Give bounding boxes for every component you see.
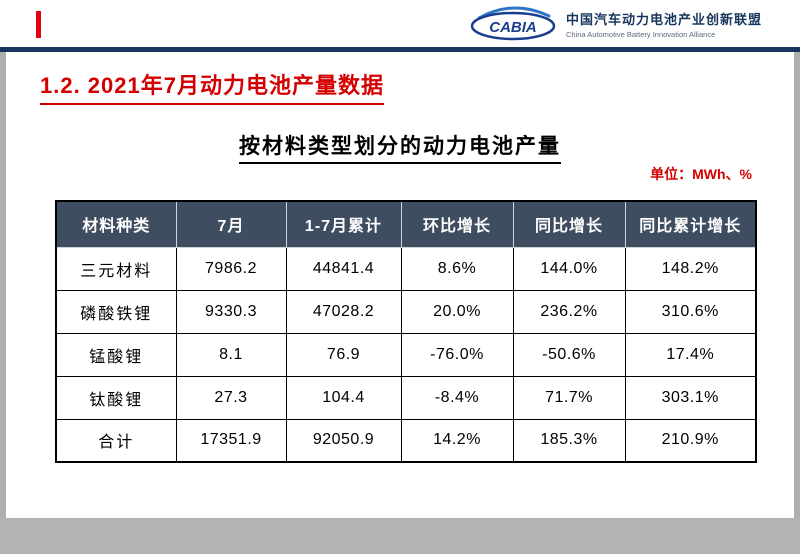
org-name-cn: 中国汽车动力电池产业创新联盟 bbox=[565, 12, 762, 27]
cell-value: 9330.3 bbox=[175, 289, 287, 334]
cell-value: 185.3% bbox=[512, 418, 626, 463]
subtitle-row: 按材料类型划分的动力电池产量 bbox=[6, 130, 794, 164]
cell-material: 钛酸锂 bbox=[55, 375, 177, 420]
cell-value: 20.0% bbox=[400, 289, 514, 334]
table-title: 按材料类型划分的动力电池产量 bbox=[239, 130, 561, 164]
cell-value: 44841.4 bbox=[285, 246, 402, 291]
table-row-total: 合计 17351.9 92050.9 14.2% 185.3% 210.9% bbox=[55, 418, 757, 463]
cell-value: 17.4% bbox=[624, 332, 757, 377]
svg-text:CABIA: CABIA bbox=[489, 19, 537, 36]
cell-value: 92050.9 bbox=[285, 418, 402, 463]
cell-value: -8.4% bbox=[400, 375, 514, 420]
navy-divider bbox=[0, 47, 800, 52]
cell-value: -76.0% bbox=[400, 332, 514, 377]
cell-value: 17351.9 bbox=[175, 418, 287, 463]
page-title: 1.2. 2021年7月动力电池产量数据 bbox=[40, 68, 384, 105]
cabia-logo-icon: CABIA bbox=[469, 3, 557, 46]
org-names: 中国汽车动力电池产业创新联盟 China Automotive Battery … bbox=[566, 9, 762, 39]
table-row: 磷酸铁锂 9330.3 47028.2 20.0% 236.2% 310.6% bbox=[55, 289, 757, 334]
cell-value: 144.0% bbox=[512, 246, 626, 291]
unit-label: 单位：MWh、% bbox=[650, 166, 752, 182]
top-bar: CABIA 中国汽车动力电池产业创新联盟 China Automotive Ba… bbox=[0, 0, 800, 47]
col-header-mom-growth: 环比增长 bbox=[400, 200, 514, 248]
red-accent-bar bbox=[36, 11, 41, 38]
cabia-logo-block: CABIA 中国汽车动力电池产业创新联盟 China Automotive Ba… bbox=[469, 5, 762, 43]
cell-value: 148.2% bbox=[624, 246, 757, 291]
cell-value: 210.9% bbox=[624, 418, 757, 463]
production-table: 材料种类 7月 1-7月累计 环比增长 同比增长 同比累计增长 三元材料 798… bbox=[55, 200, 757, 463]
slide-content: 1.2. 2021年7月动力电池产量数据 按材料类型划分的动力电池产量 单位：M… bbox=[6, 52, 794, 518]
cell-material: 合计 bbox=[55, 418, 177, 463]
table-row: 钛酸锂 27.3 104.4 -8.4% 71.7% 303.1% bbox=[55, 375, 757, 420]
unit-row: 单位：MWh、% bbox=[650, 164, 752, 184]
org-name-en: China Automotive Battery Innovation Alli… bbox=[565, 30, 716, 39]
cell-value: 303.1% bbox=[624, 375, 757, 420]
cell-value: -50.6% bbox=[512, 332, 626, 377]
cell-value: 236.2% bbox=[512, 289, 626, 334]
cell-material: 三元材料 bbox=[55, 246, 177, 291]
cell-value: 104.4 bbox=[285, 375, 402, 420]
col-header-yoy-growth: 同比增长 bbox=[512, 200, 626, 248]
cell-material: 锰酸锂 bbox=[55, 332, 177, 377]
bottom-gray-band bbox=[0, 518, 800, 554]
col-header-material: 材料种类 bbox=[55, 200, 177, 248]
cell-value: 47028.2 bbox=[285, 289, 402, 334]
cell-value: 14.2% bbox=[400, 418, 514, 463]
col-header-july: 7月 bbox=[175, 200, 287, 248]
col-header-cumulative: 1-7月累计 bbox=[285, 200, 402, 248]
cell-value: 310.6% bbox=[624, 289, 757, 334]
col-header-yoy-cum-growth: 同比累计增长 bbox=[624, 200, 757, 248]
cell-material: 磷酸铁锂 bbox=[55, 289, 177, 334]
cell-value: 27.3 bbox=[175, 375, 287, 420]
cell-value: 71.7% bbox=[512, 375, 626, 420]
cell-value: 8.1 bbox=[175, 332, 287, 377]
cell-value: 7986.2 bbox=[175, 246, 287, 291]
cell-value: 8.6% bbox=[400, 246, 514, 291]
table-header-row: 材料种类 7月 1-7月累计 环比增长 同比增长 同比累计增长 bbox=[55, 200, 757, 248]
table-row: 锰酸锂 8.1 76.9 -76.0% -50.6% 17.4% bbox=[55, 332, 757, 377]
table-row: 三元材料 7986.2 44841.4 8.6% 144.0% 148.2% bbox=[55, 246, 757, 291]
cell-value: 76.9 bbox=[285, 332, 402, 377]
